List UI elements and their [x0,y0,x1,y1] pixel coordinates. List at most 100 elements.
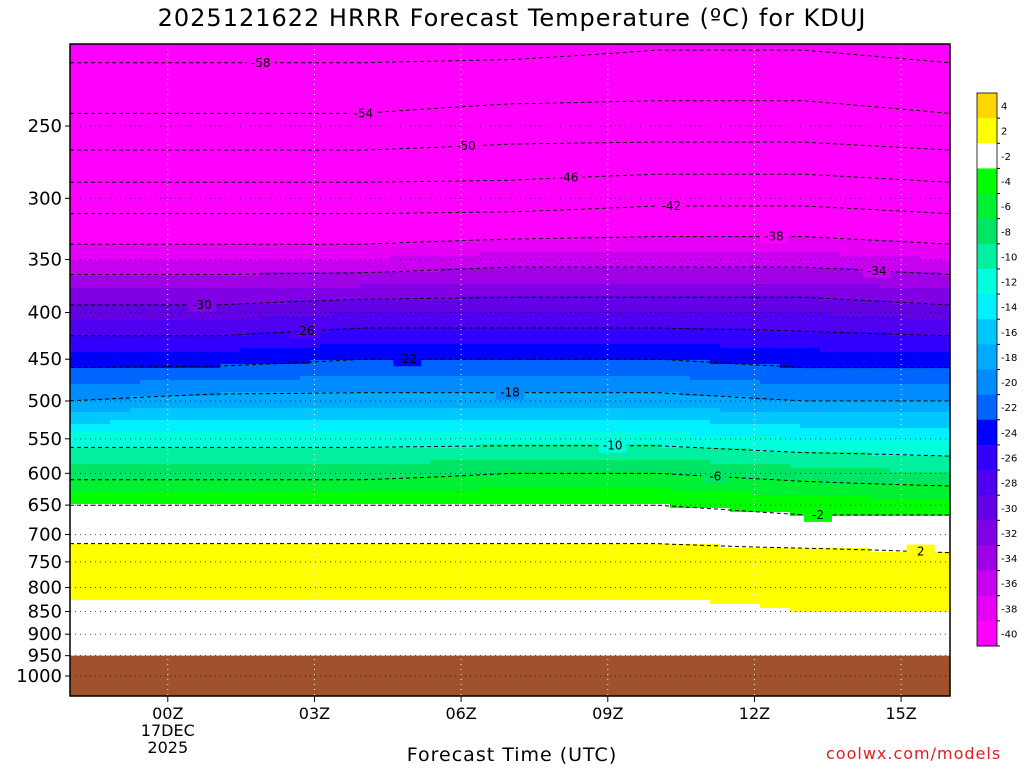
temperature-cell [330,544,341,549]
temperature-cell [180,224,191,229]
temperature-cell [80,536,91,541]
temperature-cell [330,444,341,449]
temperature-cell [370,164,381,169]
temperature-cell [360,424,371,429]
temperature-cell [360,504,371,509]
temperature-cell [110,240,121,245]
temperature-cell [170,136,181,141]
temperature-cell [280,200,291,205]
temperature-cell [240,56,251,61]
temperature-cell [140,240,151,245]
temperature-cell [90,60,101,65]
temperature-cell [180,320,191,325]
temperature-cell [280,424,291,429]
temperature-cell [150,140,161,145]
temperature-cell [320,460,331,465]
temperature-cell [170,208,181,213]
temperature-cell [300,120,311,125]
temperature-cell [360,324,371,329]
temperature-cell [290,408,301,413]
temperature-cell [180,504,191,509]
temperature-cell [130,56,141,61]
temperature-cell [110,480,121,485]
temperature-cell [200,84,211,89]
temperature-cell [140,156,151,161]
temperature-cell [220,104,231,109]
temperature-cell [340,332,351,337]
temperature-cell [340,504,351,509]
temperature-cell [290,304,301,309]
temperature-cell [170,580,181,585]
temperature-cell [320,384,331,389]
temperature-cell [160,328,171,333]
temperature-cell [150,484,161,489]
temperature-cell [110,432,121,437]
temperature-cell [90,272,101,277]
temperature-cell [70,72,81,77]
temperature-cell [70,328,81,333]
temperature-cell [370,268,381,273]
temperature-cell [230,116,241,121]
temperature-cell [80,88,91,93]
temperature-cell [240,616,251,621]
temperature-cell [300,488,311,493]
temperature-cell [330,416,341,421]
temperature-cell [130,48,141,53]
temperature-cell [140,252,151,257]
temperature-cell [230,608,241,613]
temperature-cell [110,448,121,453]
temperature-cell [230,652,241,657]
temperature-cell [170,388,181,393]
temperature-cell [210,248,221,253]
temperature-cell [140,172,151,177]
temperature-cell [160,484,171,489]
temperature-cell [270,56,281,61]
temperature-cell [360,400,371,405]
temperature-cell [90,600,101,605]
temperature-cell [290,572,301,577]
temperature-cell [220,308,231,313]
temperature-cell [70,140,81,145]
temperature-cell [360,288,371,293]
temperature-cell [220,356,231,361]
temperature-cell [200,396,211,401]
temperature-cell [290,212,301,217]
temperature-cell [180,200,191,205]
temperature-cell [360,528,371,533]
temperature-cell [260,440,271,445]
temperature-cell [170,88,181,93]
temperature-cell [250,460,261,465]
temperature-cell [260,208,271,213]
temperature-cell [160,556,171,561]
temperature-cell [160,140,171,145]
temperature-cell [90,460,101,465]
temperature-cell [320,160,331,165]
temperature-cell [210,596,221,601]
temperature-cell [180,412,191,417]
temperature-cell [200,344,211,349]
temperature-cell [340,524,351,529]
temperature-cell [180,152,191,157]
temperature-cell [290,88,301,93]
temperature-cell [120,484,131,489]
temperature-cell [360,216,371,221]
temperature-cell [360,156,371,161]
temperature-cell [160,292,171,297]
temperature-cell [290,288,301,293]
temperature-cell [350,84,361,89]
temperature-cell [360,204,371,209]
temperature-cell [130,280,141,285]
temperature-cell [140,212,151,217]
temperature-cell [330,48,341,53]
temperature-cell [70,404,81,409]
temperature-cell [100,592,111,597]
temperature-cell [280,456,291,461]
temperature-cell [270,464,281,469]
temperature-cell [190,400,201,405]
temperature-cell [80,156,91,161]
temperature-cell [160,504,171,509]
temperature-cell [250,116,261,121]
temperature-cell [220,408,231,413]
temperature-cell [140,428,151,433]
temperature-cell [180,216,191,221]
